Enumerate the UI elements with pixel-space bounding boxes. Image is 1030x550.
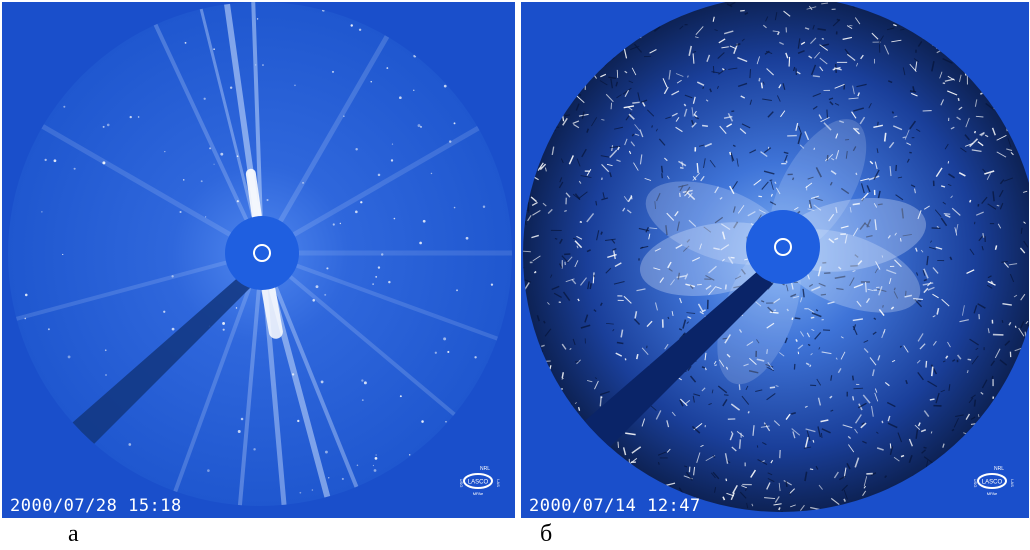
coronagraph-render-b	[521, 2, 1029, 518]
logo-right-text: LAS	[1010, 479, 1015, 487]
coronagraph-image-b: LASCO NRL MPAe USG LAS 2000/07/14 12:47	[521, 2, 1029, 518]
occulter-disk	[225, 216, 299, 290]
logo-bottom-text: MPAe	[473, 491, 484, 496]
caption-a: а	[68, 521, 79, 547]
logo-bottom-text: MPAe	[987, 491, 998, 496]
timestamp-a: 2000/07/28 15:18	[10, 496, 182, 516]
caption-b: б	[540, 521, 553, 547]
coronagraph-render-a	[2, 2, 515, 518]
lasco-logo: LASCO NRL MPAe USG LAS	[455, 458, 501, 504]
timestamp-b: 2000/07/14 12:47	[529, 496, 701, 516]
sun-outline	[253, 244, 271, 262]
pylon-shadow	[64, 274, 252, 450]
logo-right-text: LAS	[496, 479, 501, 487]
logo-left-text: USG	[973, 479, 978, 488]
logo-left-text: USG	[459, 479, 464, 488]
coronagraph-image-a: LASCO NRL MPAe USG LAS 2000/07/28 15:18	[2, 2, 515, 518]
logo-top-text: NRL	[480, 466, 490, 472]
logo-center-text: LASCO	[468, 480, 489, 486]
logo-top-text: NRL	[994, 466, 1004, 472]
sun-outline	[774, 238, 792, 256]
pylon-shadow	[579, 270, 773, 452]
lasco-logo: LASCO NRL MPAe USG LAS	[969, 458, 1015, 504]
corona-rays	[8, 2, 512, 506]
logo-center-text: LASCO	[982, 480, 1003, 486]
occulter-disk	[746, 210, 820, 284]
